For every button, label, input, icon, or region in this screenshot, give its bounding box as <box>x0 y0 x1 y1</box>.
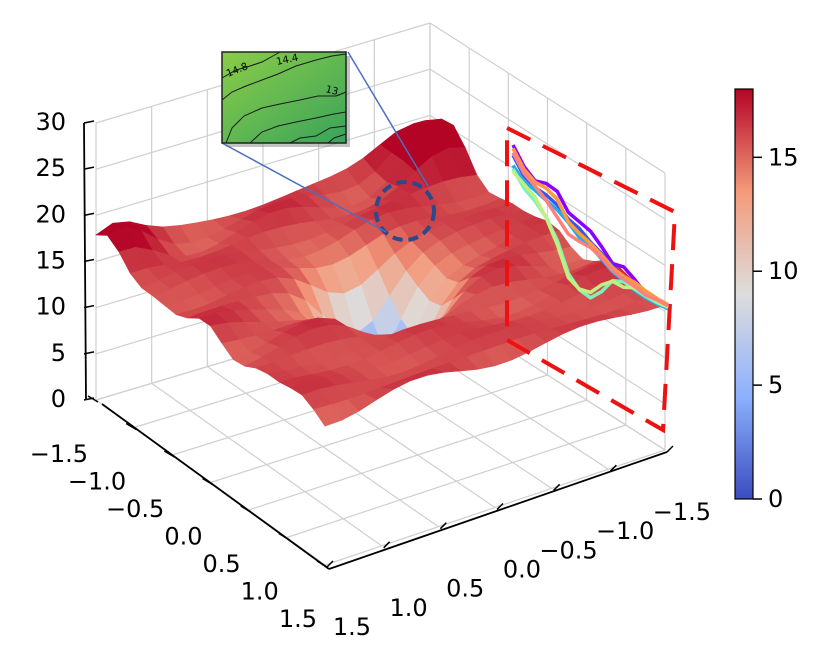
colorbar-tick-label: 5 <box>768 371 783 399</box>
x-tick-label: −0.5 <box>106 495 164 523</box>
z-tick <box>83 351 95 355</box>
x-tick <box>316 560 328 568</box>
projection-highlight-box <box>505 124 678 434</box>
x-tick <box>87 395 99 403</box>
x-tick <box>125 422 137 431</box>
x-tick-label: −1.5 <box>30 440 88 468</box>
y-axis-line <box>328 451 668 570</box>
z-tick-label: 0 <box>51 385 66 413</box>
projection-lines <box>505 124 678 434</box>
y-tick <box>496 502 504 511</box>
projection-series-line <box>511 151 669 308</box>
y-tick-label: 0.5 <box>446 575 484 603</box>
x-axis-line <box>101 403 330 570</box>
z-tick <box>83 258 95 263</box>
y-tick <box>383 541 391 549</box>
projection-series-line <box>511 147 669 307</box>
grid-line <box>429 68 666 220</box>
z-tick <box>83 212 95 217</box>
z-tick-label: 25 <box>35 154 66 182</box>
inset-contours <box>221 51 347 144</box>
x-tick-label: −1.0 <box>68 468 126 496</box>
z-tick-label: 5 <box>51 339 66 367</box>
inset-contour-label: 13. <box>324 84 342 99</box>
z-tick <box>83 304 95 309</box>
surface-facet <box>313 404 343 427</box>
z-tick-label: 15 <box>35 247 66 275</box>
y-tick-label: −0.5 <box>539 536 597 564</box>
colorbar-gradient <box>734 88 754 500</box>
surface-plot <box>95 118 666 427</box>
y-tick <box>666 445 674 453</box>
y-tick <box>553 483 561 491</box>
x-tick <box>202 477 213 486</box>
inset-contour-label: 14.4 <box>275 53 299 68</box>
x-tick-label: 0.5 <box>202 550 240 578</box>
z-tick <box>83 166 95 170</box>
x-tick <box>240 505 252 513</box>
colorbar-tick-label: 15 <box>768 143 799 171</box>
y-tick-label: −1.5 <box>653 498 711 526</box>
y-tick <box>609 464 617 472</box>
inset-heatmap <box>221 51 347 144</box>
zoom-highlight-circle <box>374 180 436 242</box>
x-tick-label: 1.5 <box>279 605 317 633</box>
grid-line <box>324 449 666 566</box>
y-tick-label: 1.5 <box>333 613 371 641</box>
x-tick <box>278 532 290 541</box>
zoom-inset: 14.8 14.4 13. <box>221 51 350 147</box>
z-tick-label: 20 <box>35 200 66 228</box>
y-tick-label: 1.0 <box>389 594 427 622</box>
colorbar-tick-label: 10 <box>768 257 799 285</box>
colorbar: 0 5 10 15 <box>734 88 799 513</box>
x-tick-label: 0.0 <box>164 523 202 551</box>
y-tick <box>439 522 447 530</box>
x-tick-label: 1.0 <box>241 578 279 606</box>
x-tick <box>163 450 175 458</box>
z-tick-label: 30 <box>35 108 66 136</box>
y-tick-label: 0.0 <box>503 556 541 584</box>
z-tick-label: 10 <box>35 293 66 321</box>
colorbar-tick-label: 0 <box>768 485 783 513</box>
y-tick <box>326 560 334 568</box>
z-tick <box>83 120 95 124</box>
y-tick-label: −1.0 <box>596 517 654 545</box>
zoom-connector-line <box>221 142 387 233</box>
grid-line <box>429 22 666 174</box>
zoom-connector-line <box>347 51 429 187</box>
